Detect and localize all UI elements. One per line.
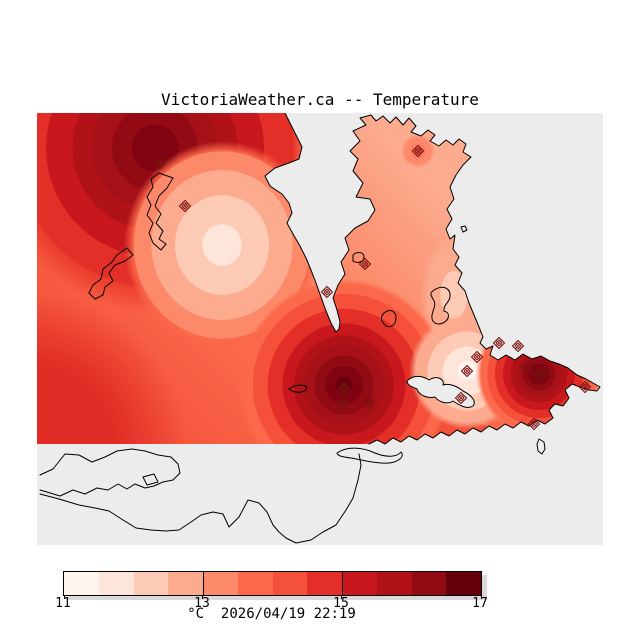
- islet-outline: [142, 473, 159, 486]
- temperature-colorbar: [63, 571, 482, 599]
- colorbar-tick-label: 15: [333, 596, 349, 611]
- page-title: VictoriaWeather.ca -- Temperature: [161, 90, 479, 109]
- colorbar-segment: [342, 572, 377, 595]
- colorbar-caption: °C 2026/04/19 22:19: [63, 606, 480, 622]
- lake-outline: [146, 172, 174, 251]
- colorbar-tick-label: 17: [472, 596, 488, 611]
- colorbar-segment: [237, 572, 273, 595]
- colorbar-tick: [63, 595, 65, 599]
- timestamp-label: 2026/04/19 22:19: [220, 606, 356, 622]
- colorbar-tick: [202, 595, 204, 599]
- unit-label: °C: [187, 606, 205, 622]
- lake-outline: [352, 252, 365, 263]
- lake-outline: [430, 286, 451, 325]
- colorbar-segment: [133, 572, 169, 595]
- colorbar-tick-labels: 11 13 15 17: [55, 596, 488, 611]
- lake-outline: [381, 310, 397, 328]
- colorbar-tick: [341, 595, 343, 599]
- colorbar-segment: [376, 572, 412, 595]
- colorbar-segment: [411, 572, 447, 595]
- colorbar-tick: [480, 595, 482, 599]
- lake-outline: [88, 247, 134, 300]
- map-canvas: [37, 113, 603, 545]
- colorbar-segment: [168, 572, 203, 595]
- colorbar-divider: [341, 572, 343, 595]
- south-coast-lower: [39, 453, 362, 544]
- colorbar-segment: [98, 572, 134, 595]
- south-coast-upper: [39, 448, 181, 497]
- colorbar-tick-label: 13: [194, 596, 210, 611]
- lagoon-outline: [336, 447, 403, 464]
- islet-outline: [288, 384, 308, 393]
- colorbar-segment: [446, 572, 481, 595]
- islet-outline: [536, 438, 546, 455]
- coolspot-inland: [124, 141, 320, 349]
- colorbar-tick-label: 11: [55, 596, 71, 611]
- colorbar-segment: [203, 572, 238, 595]
- colorbar-segment: [64, 572, 99, 595]
- temperature-map: [37, 113, 603, 545]
- islet-outline: [460, 225, 468, 233]
- colorbar-segment: [272, 572, 308, 595]
- colorbar-segment: [307, 572, 342, 595]
- colorbar-divider: [202, 572, 204, 595]
- coastline-main: [264, 113, 601, 445]
